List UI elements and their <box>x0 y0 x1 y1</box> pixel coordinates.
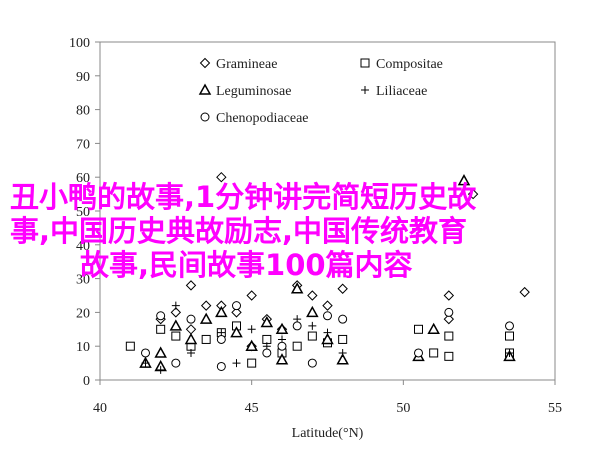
point <box>444 351 454 361</box>
point <box>156 365 165 374</box>
point <box>338 314 348 324</box>
point <box>187 348 195 357</box>
point <box>457 174 471 186</box>
point <box>275 322 289 335</box>
point <box>141 359 150 368</box>
point <box>306 305 319 318</box>
point <box>443 290 455 301</box>
point <box>414 348 423 358</box>
point <box>338 348 347 357</box>
y-tick-label: 70 <box>76 137 90 152</box>
y-tick-label: 60 <box>76 171 90 186</box>
point <box>292 341 302 351</box>
point <box>171 301 180 310</box>
legend-label: Leguminosae <box>216 84 291 99</box>
y-tick-label: 10 <box>76 340 90 355</box>
legend-label: Gramineae <box>216 57 277 72</box>
point <box>467 188 479 200</box>
point <box>505 348 514 357</box>
point <box>414 324 423 334</box>
point <box>292 321 302 331</box>
point <box>216 334 226 344</box>
point <box>290 282 304 294</box>
y-tick-label: 30 <box>76 273 90 288</box>
point <box>275 353 289 365</box>
point <box>307 290 318 301</box>
legend-label: Compositae <box>376 57 443 72</box>
y-tick-label: 20 <box>76 306 90 321</box>
point <box>443 313 455 325</box>
point <box>171 358 181 368</box>
point <box>125 341 135 351</box>
point <box>216 171 227 183</box>
point <box>505 321 514 331</box>
y-tick-label: 80 <box>76 104 90 119</box>
point <box>154 346 167 358</box>
point <box>200 300 212 311</box>
point <box>246 290 257 301</box>
legend-label: Liliaceae <box>376 84 427 99</box>
overlay-text: 事,中国历史典故励志,中国传统教育 <box>10 214 467 248</box>
point <box>308 321 317 330</box>
point <box>184 332 198 345</box>
point <box>245 339 258 351</box>
overlay-text: 故事,民间故事100篇内容 <box>80 248 413 282</box>
point <box>307 331 317 341</box>
x-tick-label: 45 <box>245 401 259 416</box>
point <box>429 348 439 358</box>
point <box>262 348 272 358</box>
y-tick-label: 50 <box>76 205 90 220</box>
point <box>337 283 348 294</box>
point <box>247 325 256 334</box>
point <box>505 331 514 341</box>
x-axis-label: Latitude(°N) <box>292 426 364 441</box>
point <box>232 301 241 311</box>
point <box>338 334 348 344</box>
point <box>169 319 183 331</box>
point <box>216 361 226 371</box>
x-tick-label: 55 <box>548 401 562 416</box>
legend-label: Chenopodiaceae <box>216 111 309 126</box>
point <box>336 353 349 365</box>
point <box>232 359 241 368</box>
point <box>215 305 228 318</box>
legend-marker <box>200 112 210 122</box>
legend-marker <box>199 57 211 69</box>
y-tick-label: 0 <box>83 374 90 389</box>
point <box>427 322 440 335</box>
point <box>156 324 166 334</box>
point <box>277 341 287 351</box>
point <box>444 331 454 341</box>
point <box>185 280 197 291</box>
legend-marker <box>361 86 369 94</box>
point <box>260 315 274 328</box>
y-tick-label: 90 <box>76 70 90 85</box>
point <box>247 358 257 368</box>
y-tick-label: 100 <box>69 36 90 51</box>
point <box>156 311 166 321</box>
point <box>323 328 332 337</box>
legend-marker <box>360 58 370 68</box>
point <box>444 307 454 317</box>
point <box>230 326 243 338</box>
point <box>170 307 182 318</box>
point <box>323 311 332 321</box>
point <box>231 307 242 318</box>
point <box>141 348 150 358</box>
point <box>171 331 181 341</box>
point <box>519 286 530 298</box>
point <box>321 332 334 345</box>
point <box>322 300 333 311</box>
point <box>307 358 317 368</box>
legend-marker <box>198 83 212 95</box>
y-tick-label: 40 <box>76 239 90 254</box>
x-tick-label: 50 <box>396 401 410 416</box>
overlay-text: 丑小鸭的故事,1分钟讲完简短历史故 <box>10 180 477 214</box>
point <box>199 312 213 324</box>
x-tick-label: 40 <box>93 401 107 416</box>
point <box>186 314 196 324</box>
point <box>201 334 211 344</box>
